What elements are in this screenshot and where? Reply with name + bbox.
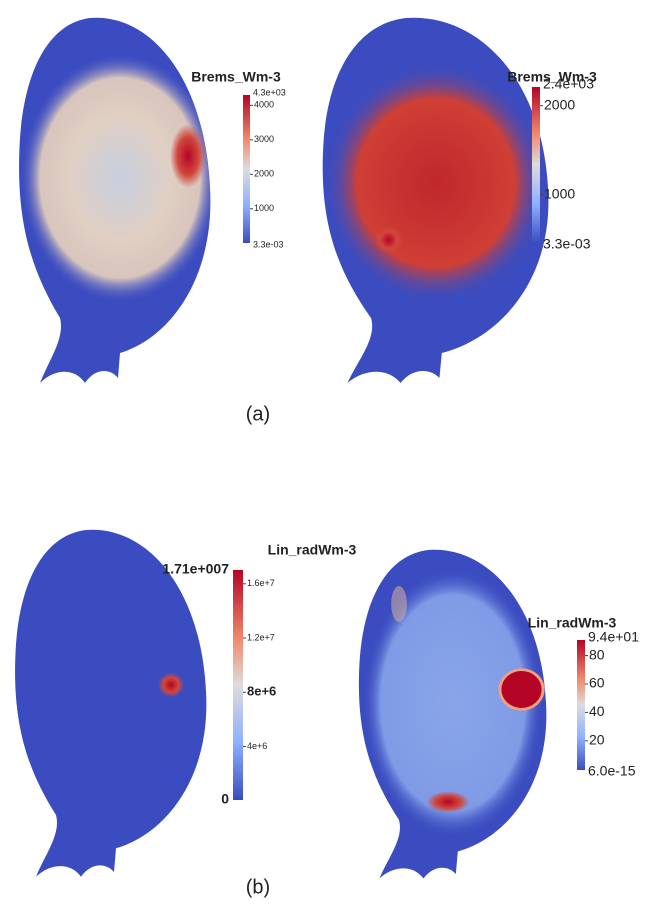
colorbar-tick-label: 1.6e+7 (247, 578, 275, 588)
colorbar (577, 640, 585, 770)
plasma-plot (322, 17, 549, 384)
colorbar-min: 3.3e-03 (253, 239, 284, 249)
colorbar-title: Lin_radWm-3 (528, 615, 617, 631)
colorbar-min: 3.3e-03 (543, 236, 591, 252)
colorbar-tick-label: 1000 (544, 185, 575, 201)
colorbar-max: 2.4e+03 (543, 76, 594, 92)
colorbar-title: Lin_radWm-3 (268, 542, 357, 558)
colorbar-tick-label: 2000 (254, 169, 274, 179)
colorbar-tick-label: 3000 (254, 134, 274, 144)
colorbar-tick-label: 60 (589, 675, 605, 691)
colorbar-tick-label: 4e+6 (247, 741, 267, 751)
colorbar-tick-label: 4000 (254, 100, 274, 110)
colorbar-tick-label: 20 (589, 732, 605, 748)
colorbar-tick-label: 80 (589, 646, 605, 662)
colorbar-max: 9.4e+01 (588, 629, 639, 645)
panel-label: (a) (246, 403, 270, 425)
colorbar (233, 570, 243, 800)
colorbar-tick-label: 1.2e+7 (247, 632, 275, 642)
colorbar-tick-label: 8e+6 (247, 684, 276, 699)
colorbar-max: 4.3e+03 (253, 87, 286, 97)
colorbar-min: 6.0e-15 (588, 763, 636, 779)
colorbar-max: 1.71e+007 (162, 561, 229, 577)
colorbar-title: Brems_Wm-3 (507, 69, 597, 85)
colorbar-title: Brems_Wm-3 (191, 69, 281, 85)
colorbar-tick-label: 1000 (254, 203, 274, 213)
colorbar (243, 95, 250, 243)
plasma-plot (19, 17, 211, 384)
plasma-plot (358, 549, 547, 879)
plasma-plot (15, 529, 207, 877)
colorbar (532, 87, 540, 243)
colorbar-tick-label: 40 (589, 703, 605, 719)
colorbar-min: 0 (221, 791, 229, 807)
panel-label: (b) (246, 876, 270, 898)
colorbar-tick-label: 2000 (544, 96, 575, 112)
